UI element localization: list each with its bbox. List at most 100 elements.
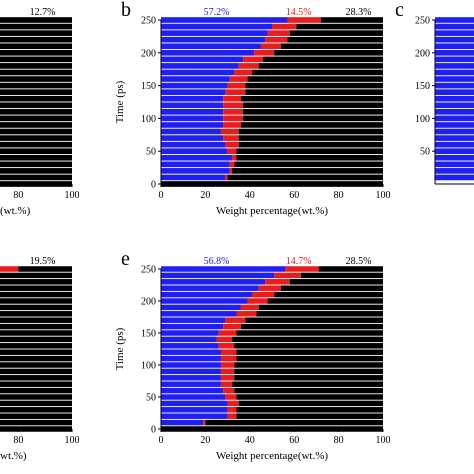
- bar-segment-blue: [161, 279, 266, 285]
- bar-segment-black: [236, 349, 383, 355]
- bar-segment-blue: [435, 168, 474, 174]
- bar-segment-blue: [435, 95, 474, 102]
- bar-segment-black: [0, 413, 72, 419]
- bar-segment-black: [0, 375, 72, 381]
- y-tick-label: 0: [151, 425, 156, 436]
- bar-segment-red: [229, 161, 235, 168]
- bar-segment-black: [0, 102, 72, 109]
- bar-segment-red: [223, 122, 241, 128]
- bar-segment-black: [0, 36, 72, 43]
- y-tick-label: 250: [415, 16, 430, 27]
- bar-segment-blue: [435, 63, 474, 69]
- bar-segment-blue: [161, 419, 204, 426]
- y-tick-label: 0: [151, 180, 156, 191]
- x-tick-label: 80: [13, 190, 23, 201]
- bar-segment-red: [220, 128, 239, 135]
- bar-segment-red: [274, 272, 301, 279]
- bar-segment-black: [0, 154, 72, 161]
- bar-segment-blue: [435, 102, 474, 109]
- x-tick-label: 0: [159, 190, 164, 201]
- bar-segment-black: [318, 266, 383, 272]
- bar-segment-blue: [435, 43, 474, 50]
- bar-segment-black: [0, 148, 72, 155]
- bar-segment-black: [0, 355, 72, 362]
- bar-segment-black: [0, 82, 72, 89]
- bar-segment-red: [229, 168, 233, 174]
- bar-segment-blue: [161, 69, 235, 76]
- percentage-label: 56.8%: [204, 256, 230, 267]
- bar-segment-black: [232, 381, 383, 387]
- percentage-label: 14.5%: [286, 7, 312, 18]
- chart-panel-b: 0 20 40 60 80 100 0 50 100 150 200 250 Weight percen…: [114, 0, 391, 217]
- bar-segment-black: [234, 368, 383, 375]
- bar-segment-black: [0, 343, 72, 349]
- panel-letter: e: [121, 248, 130, 270]
- bar-segment-black: [243, 115, 383, 122]
- bar-segment-blue: [161, 298, 248, 304]
- bar-segment-red: [227, 407, 237, 413]
- percentage-label: 57.2%: [204, 7, 230, 18]
- x-tick-label: 60: [289, 435, 299, 446]
- bar-segment-blue: [161, 349, 221, 355]
- bar-segment-black: [280, 285, 383, 291]
- bar-segment-red: [216, 336, 233, 343]
- bar-segment-red: [220, 355, 237, 362]
- bar-segment-black: [258, 63, 383, 69]
- bar-segment-blue: [161, 49, 255, 56]
- y-tick-label: 200: [141, 48, 156, 59]
- bar-segment-black: [0, 291, 72, 298]
- y-tick-label: 100: [415, 114, 430, 125]
- bar-segment-red: [234, 69, 253, 76]
- bar-segment-blue: [161, 82, 228, 89]
- bar-segment-black: [300, 272, 383, 279]
- bar-segment-black: [236, 394, 383, 400]
- bar-segment-black: [0, 17, 72, 23]
- bar-segment-blue: [161, 43, 261, 50]
- bar-segment-black: [252, 69, 383, 76]
- bar-segment-black: [0, 30, 73, 36]
- x-axis-label: (wt.%): [0, 205, 31, 217]
- bar-segment-blue: [161, 17, 288, 23]
- bar-segment-black: [234, 375, 383, 381]
- y-tick-label: 200: [141, 297, 156, 308]
- bar-segment-black: [287, 36, 383, 43]
- bar-segment-black: [0, 168, 72, 174]
- bar-segment-blue: [161, 154, 233, 161]
- bar-segment-black: [0, 109, 72, 115]
- y-tick-label: 50: [146, 393, 156, 404]
- bar-segment-black: [289, 30, 383, 36]
- bar-segment-blue: [161, 30, 268, 36]
- bar-segment-black: [236, 413, 383, 419]
- bar-segment-blue: [161, 323, 224, 330]
- bar-segment-black: [263, 56, 383, 63]
- bar-segment-red: [227, 413, 237, 419]
- bar-segment-red: [225, 141, 239, 148]
- bar-segment-red: [223, 323, 241, 330]
- bar-segment-black: [243, 109, 383, 115]
- bar-segment-black: [0, 23, 73, 30]
- x-tick-label: 80: [13, 435, 23, 446]
- bar-segment-blue: [161, 95, 224, 102]
- bar-segment-black: [227, 174, 383, 181]
- bar-segment-black: [0, 323, 72, 330]
- bar-segment-black: [0, 317, 72, 323]
- bar-segment-red: [240, 304, 259, 311]
- percentage-label: 28.3%: [346, 7, 372, 18]
- bar-segment-blue: [161, 336, 217, 343]
- x-axis-label: Weight percentage(wt.%): [216, 450, 328, 462]
- y-tick-label: 150: [415, 81, 430, 92]
- x-tick-label: 40: [245, 435, 255, 446]
- y-tick-label: 150: [141, 329, 156, 340]
- bar-segment-black: [320, 17, 383, 23]
- bar-segment-black: [0, 43, 72, 50]
- percentage-label: 28.5%: [346, 256, 372, 267]
- bar-segment-blue: [435, 154, 474, 161]
- percentage-label: 19.5%: [30, 256, 56, 267]
- bar-segment-blue: [161, 387, 224, 394]
- bar-segment-black: [0, 419, 72, 426]
- bar-segment-red: [220, 381, 233, 387]
- bar-segment-black: [234, 161, 383, 168]
- bar-segment-red: [220, 368, 235, 375]
- bar-segment-black: [0, 89, 72, 95]
- bar-segment-black: [236, 148, 383, 155]
